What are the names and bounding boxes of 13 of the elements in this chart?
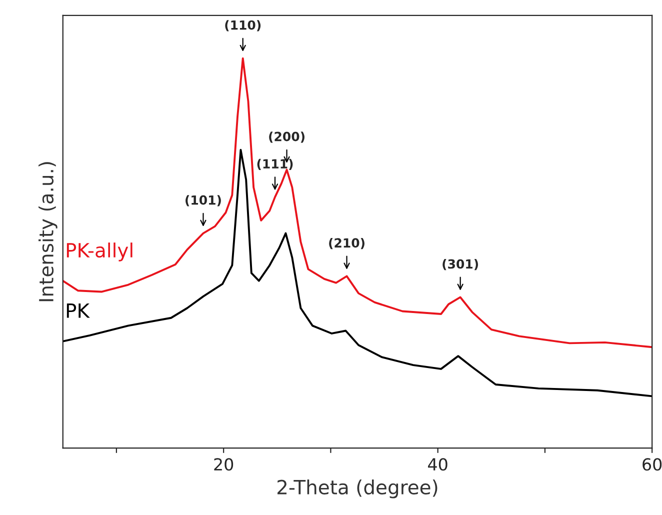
x-tick-label: 60 — [642, 458, 662, 471]
x-axis-title: 2-Theta (degree) — [278, 479, 438, 498]
annotation: (301) — [442, 259, 478, 270]
x-tick-label: 20 — [214, 458, 234, 471]
series-label: PK-allyl — [66, 242, 132, 262]
annotation: (110) — [225, 20, 261, 32]
y-axis-title: Intensity (a.u.) — [38, 162, 58, 302]
annotation: (101) — [186, 195, 221, 206]
annotation: (111) — [257, 158, 293, 170]
x-tick-label: 40 — [428, 458, 448, 471]
annotation: (210) — [329, 238, 364, 250]
series-label: PK — [66, 304, 90, 318]
annotation: (200) — [269, 132, 304, 143]
